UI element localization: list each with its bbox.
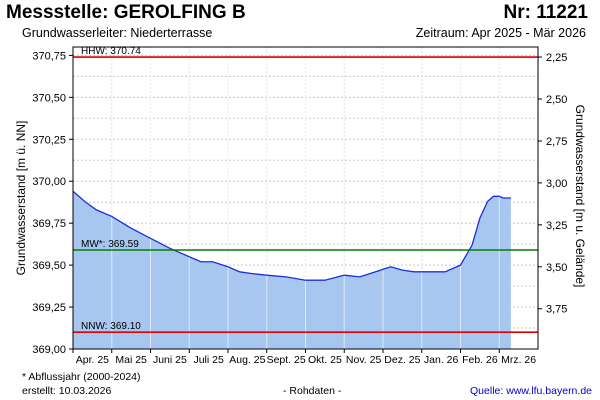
series-line bbox=[72, 190, 511, 281]
footnote: * Abflussjahr (2000-2024) bbox=[22, 371, 141, 383]
reference-label-hhw: HHW: 370.74 bbox=[81, 46, 141, 57]
source-link[interactable]: Quelle: www.lfu.bayern.de bbox=[470, 385, 592, 397]
series-area bbox=[73, 191, 511, 349]
station-number: Nr: 11221 bbox=[503, 2, 588, 23]
period-label: Zeitraum: Apr 2025 - Mär 2026 bbox=[415, 26, 586, 40]
x-tick-label: Juni 25 bbox=[153, 354, 187, 366]
x-tick-label: Mai 25 bbox=[115, 354, 147, 366]
axes: 370,75 370,50 370,25 370,00 369,75 369,50 369,… bbox=[32, 50, 567, 366]
x-tick-label: Dez. 25 bbox=[384, 354, 420, 366]
y-tick-label: 370,50 bbox=[32, 92, 66, 104]
y-tick-label-right: 3,50 bbox=[546, 262, 567, 274]
reference-lines: HHW: 370.74 MW*: 369.59 NNW: 369.10 bbox=[73, 46, 538, 334]
y-tick-label: 369,00 bbox=[32, 344, 66, 356]
y-tick-label-right: 3,00 bbox=[546, 178, 567, 190]
y-tick-label: 369,50 bbox=[32, 260, 66, 272]
y-tick-label: 370,75 bbox=[32, 50, 66, 62]
y-tick-label: 370,25 bbox=[32, 134, 66, 146]
y-tick-label: 369,75 bbox=[32, 218, 66, 230]
x-tick-label: Feb. 26 bbox=[462, 354, 498, 366]
x-tick-label: Jan. 26 bbox=[424, 354, 459, 366]
y-tick-label-right: 2,75 bbox=[546, 136, 567, 148]
reference-label-nnw: NNW: 369.10 bbox=[81, 321, 141, 332]
aquifer-label: Grundwasserleiter: Niederterrasse bbox=[22, 26, 213, 40]
y-tick-label-right: 3,75 bbox=[546, 304, 567, 316]
x-tick-label: Aug. 25 bbox=[229, 354, 265, 366]
y-axis-label: Grundwasserstand [m ü. NN] bbox=[14, 121, 28, 276]
y-axis-label-right: Grundwasserstand [m u. Gelände] bbox=[573, 105, 587, 288]
y-tick-label-right: 2,25 bbox=[546, 52, 567, 64]
x-tick-label: Apr. 25 bbox=[76, 354, 109, 366]
x-tick-label: Sept. 25 bbox=[267, 354, 306, 366]
series-layer bbox=[72, 47, 511, 349]
x-tick-label: Mrz. 26 bbox=[501, 354, 536, 366]
y-tick-label-right: 2,50 bbox=[546, 94, 567, 106]
y-tick-label: 370,00 bbox=[32, 176, 66, 188]
x-tick-label: Nov. 25 bbox=[346, 354, 382, 366]
x-tick-label: Juli 25 bbox=[193, 354, 224, 366]
station-title: Messstelle: GEROLFING B bbox=[6, 2, 246, 23]
y-tick-label: 369,25 bbox=[32, 302, 66, 314]
raw-data-note: - Rohdaten - bbox=[283, 385, 342, 397]
x-tick-label: Okt. 25 bbox=[308, 354, 342, 366]
y-tick-label-right: 3,25 bbox=[546, 220, 567, 232]
created-date: erstellt: 10.03.2026 bbox=[22, 385, 112, 397]
reference-label-mw: MW*: 369.59 bbox=[81, 239, 139, 250]
